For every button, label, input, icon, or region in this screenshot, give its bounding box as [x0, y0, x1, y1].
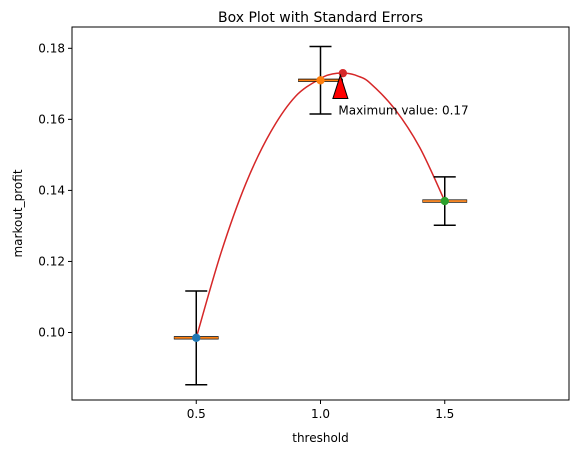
max-annotation-arrow — [332, 73, 349, 99]
data-point-2 — [440, 196, 449, 206]
axis-layer: 0.5 1.0 1.5 0.10 0.12 0.14 0.16 0.18 — [38, 41, 454, 421]
data-point-1 — [316, 76, 325, 85]
plot-layer — [173, 45, 468, 386]
x-tick-label-1: 1.0 — [311, 407, 330, 421]
y-tick-label-1: 0.12 — [38, 254, 65, 268]
x-tick-label-2: 1.5 — [435, 407, 454, 421]
y-tick-label-2: 0.14 — [38, 183, 65, 197]
x-axis-label: threshold — [292, 431, 349, 445]
fit-curve-line — [195, 72, 446, 339]
y-tick-label-0: 0.10 — [38, 326, 65, 340]
x-tick-label-0: 0.5 — [187, 407, 206, 421]
y-tick-label-4: 0.18 — [38, 41, 65, 55]
data-point-0 — [192, 333, 201, 343]
y-tick-label-3: 0.16 — [38, 112, 65, 126]
y-axis-label: markout_profit — [11, 169, 25, 257]
max-value-annotation: Maximum value: 0.17 — [338, 103, 468, 117]
chart-title: Box Plot with Standard Errors — [218, 10, 423, 26]
